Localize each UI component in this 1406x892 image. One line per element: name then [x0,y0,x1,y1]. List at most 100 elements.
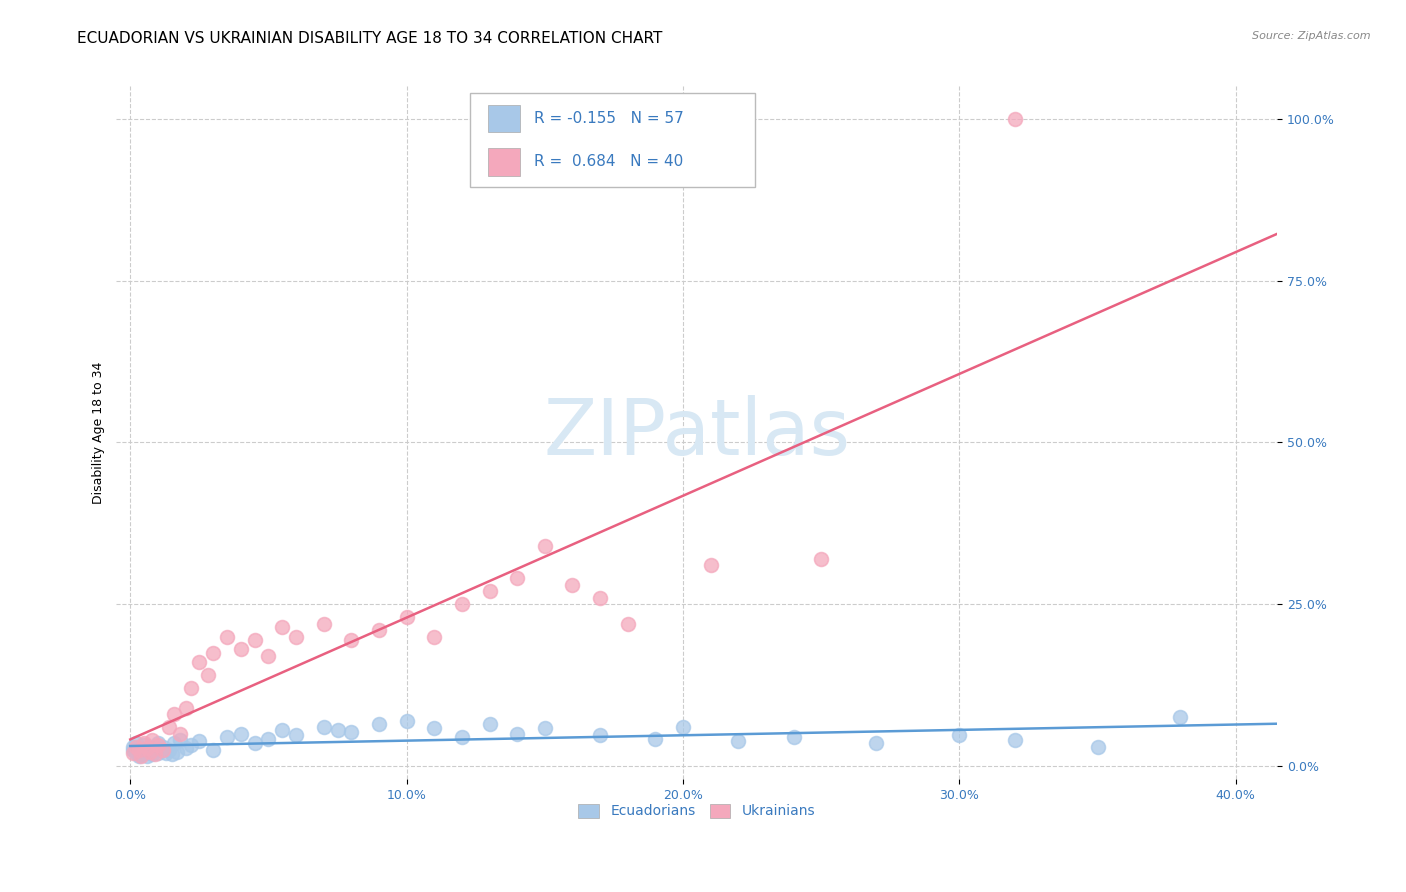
Point [138,739,160,754]
Point [135,740,157,755]
Point [146,736,169,750]
Point [948,728,970,742]
Point [197,668,219,682]
Point [125,746,148,760]
Point [180,738,202,752]
Point [180,681,202,696]
Point [312,616,335,631]
Point [132,736,155,750]
Text: Source: ZipAtlas.com: Source: ZipAtlas.com [1253,31,1371,41]
Point [122,739,145,754]
Point [157,720,180,734]
Point [727,734,749,748]
Text: ZIPatlas: ZIPatlas [543,394,851,471]
Point [589,728,612,742]
Point [271,723,294,738]
Legend: Ecuadorians, Ukrainians: Ecuadorians, Ukrainians [572,798,821,824]
Point [506,571,529,585]
Point [340,632,363,647]
Point [423,722,446,736]
Text: ECUADORIAN VS UKRAINIAN DISABILITY AGE 18 TO 34 CORRELATION CHART: ECUADORIAN VS UKRAINIAN DISABILITY AGE 1… [77,31,662,46]
Point [146,738,169,752]
Point [138,745,160,759]
Point [215,630,238,644]
Point [169,726,191,740]
Point [163,736,186,750]
Point [141,733,163,747]
Point [229,642,252,657]
Point [340,725,363,739]
Y-axis label: Disability Age 18 to 34: Disability Age 18 to 34 [93,361,105,504]
Point [169,733,191,747]
Point [865,736,887,750]
Point [271,620,294,634]
Point [202,646,225,660]
Point [312,720,335,734]
Point [157,743,180,757]
FancyBboxPatch shape [488,104,520,132]
Point [616,616,638,631]
Point [174,740,197,755]
Point [243,736,266,750]
Point [128,749,150,764]
Point [326,723,349,738]
Point [257,648,280,663]
Point [285,630,308,644]
Point [423,630,446,644]
Point [395,610,418,624]
Point [188,656,211,670]
Point [149,743,172,757]
Point [132,738,155,752]
Point [368,623,391,637]
Point [138,743,160,757]
Point [125,736,148,750]
FancyBboxPatch shape [471,94,755,186]
Point [451,730,474,744]
Point [174,700,197,714]
Text: R = -0.155   N = 57: R = -0.155 N = 57 [534,111,685,126]
Point [188,734,211,748]
Point [131,747,153,762]
Point [368,717,391,731]
Point [122,746,145,760]
Point [131,745,153,759]
Point [672,720,695,734]
Point [478,584,501,599]
Point [131,749,153,764]
Point [1004,733,1026,747]
Point [132,743,155,757]
Point [146,746,169,760]
Point [506,726,529,740]
Point [141,745,163,759]
Point [215,730,238,744]
Point [810,552,832,566]
Point [285,728,308,742]
Point [160,747,183,762]
Point [1087,739,1109,754]
Point [152,739,174,754]
Point [202,743,225,757]
Point [229,726,252,740]
Point [1170,710,1192,724]
Point [155,746,177,760]
Point [533,722,555,736]
Point [122,743,145,757]
Point [451,597,474,611]
Point [589,591,612,605]
Point [257,731,280,746]
Point [478,717,501,731]
Point [135,746,157,760]
Point [128,743,150,757]
Point [395,714,418,728]
Point [125,739,148,754]
Point [135,749,157,764]
Point [533,539,555,553]
Point [699,558,721,573]
Point [141,747,163,762]
Point [782,730,804,744]
Point [143,747,166,762]
Point [166,745,188,759]
Point [143,740,166,755]
Point [644,731,666,746]
Point [152,743,174,757]
